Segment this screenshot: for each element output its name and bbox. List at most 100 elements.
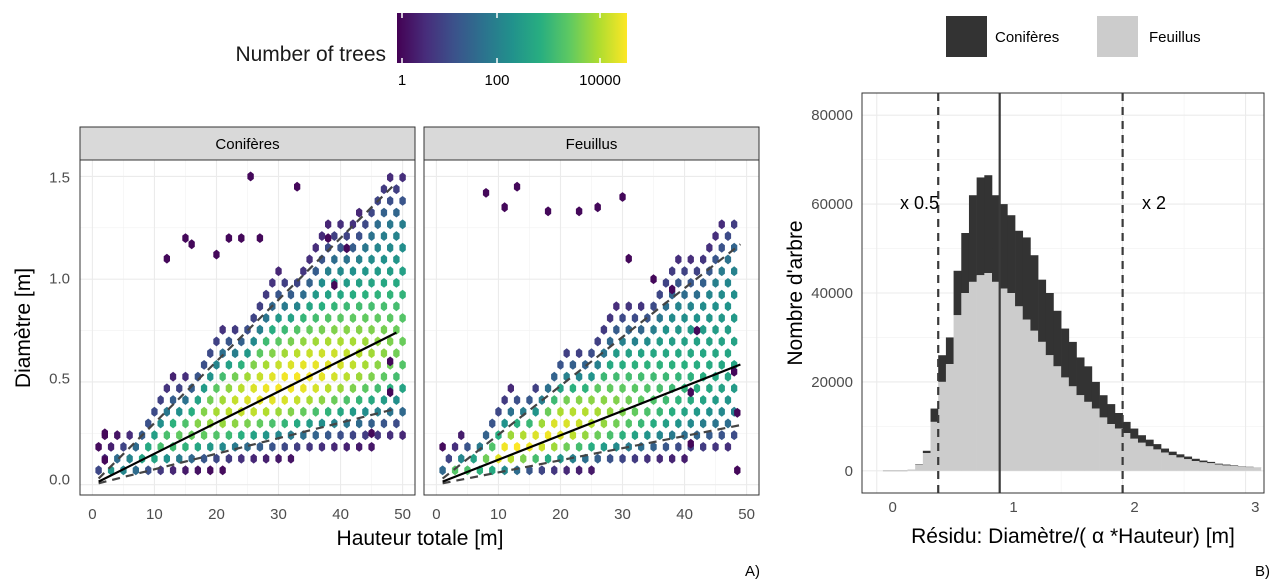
bar-feuillus [1223,465,1231,470]
y-tick-label: 0.0 [49,472,70,489]
bar-coniferes [938,355,946,382]
bar-coniferes [1161,449,1169,453]
bar-feuillus [938,382,946,471]
bar-feuillus [1192,461,1200,471]
facet-strip-label: Feuillus [566,136,618,153]
histogram-legend: Conifères Feuillus [946,16,1201,57]
panel-b-ylabel: Nombre d'arbre [784,220,807,365]
legend-key-coniferes [946,16,987,57]
bar-coniferes [946,337,954,364]
bar-feuillus [1215,465,1223,471]
x-tick-label: 20 [208,506,225,523]
bar-feuillus [1230,466,1238,471]
bar-coniferes [1023,237,1031,319]
x-tick-label: 3 [1251,499,1259,516]
colorbar-legend: Number of trees 1 100 10000 [235,13,627,89]
bar-feuillus [923,453,931,471]
colorbar-title: Number of trees [235,43,386,66]
y-tick-label: 1.5 [49,170,70,187]
bar-feuillus [1123,433,1131,471]
bar-feuillus [977,275,985,471]
bar-feuillus [1153,449,1161,470]
x-tick-label: 20 [552,506,569,523]
x-tick-label: 10 [490,506,507,523]
bar-feuillus [1100,417,1108,470]
bar-feuillus [1146,446,1154,470]
x-tick-labels: 0 10 20 30 40 50 [432,506,755,523]
bar-feuillus [969,282,977,471]
bar-coniferes [1184,457,1192,460]
y-tick-label: 40000 [811,285,853,302]
bar-coniferes [984,175,992,273]
y-tick-label: 80000 [811,107,853,124]
x-tick-label: 50 [738,506,755,523]
annotation-double: x 2 [1142,193,1166,213]
x-tick-label: 0 [889,499,897,516]
y-tick-label: 0 [845,463,853,480]
facet-feuillus: Feuillus 0 10 20 30 40 50 [424,127,759,523]
bar-feuillus [1207,463,1215,471]
bar-feuillus [1023,320,1031,471]
bar-coniferes [1207,462,1215,463]
bar-feuillus [1038,342,1046,471]
colorbar-gradient [397,13,627,63]
legend-label-coniferes: Conifères [995,29,1059,46]
bar-feuillus [915,465,923,471]
bar-feuillus [1000,289,1008,471]
bar-feuillus [954,315,962,471]
bar-coniferes [1077,357,1085,395]
bar-coniferes [1007,215,1015,293]
x-tick-label: 30 [614,506,631,523]
bar-coniferes [1061,329,1069,378]
bar-feuillus [1199,462,1207,470]
bar-feuillus [1015,306,1023,470]
x-tick-labels: 0 1 2 3 [889,499,1260,516]
facet-strip-label: Conifères [215,136,279,153]
bar-coniferes [1146,440,1154,447]
facet-coniferes: Conifères 0 10 20 30 40 50 [80,127,415,523]
x-tick-label: 2 [1130,499,1138,516]
x-tick-label: 0 [88,506,96,523]
legend-key-feuillus [1097,16,1138,57]
y-tick-labels: 0 20000 40000 60000 80000 [811,107,853,480]
bar-coniferes [1199,461,1207,463]
bar-feuillus [1176,457,1184,470]
panel-b: Conifères Feuillus Nombre d'arbre Résidu… [784,16,1270,580]
bar-coniferes [1223,465,1231,466]
bar-feuillus [1246,467,1254,471]
panel-a-ylabel: Diamètre [m] [12,268,35,388]
x-tick-label: 10 [146,506,163,523]
bar-feuillus [946,364,954,471]
bar-coniferes [1100,395,1108,417]
bar-feuillus [1238,467,1246,471]
bar-coniferes [1169,452,1177,456]
x-tick-label: 1 [1009,499,1017,516]
bar-coniferes [1000,204,1008,288]
x-tick-label: 50 [394,506,411,523]
y-tick-label: 1.0 [49,271,70,288]
bar-coniferes [1030,255,1038,331]
bar-coniferes [977,177,985,275]
bar-coniferes [1107,404,1115,424]
x-tick-label: 40 [676,506,693,523]
x-tick-labels: 0 10 20 30 40 50 [88,506,411,523]
bar-feuillus [1130,439,1138,471]
bar-coniferes [1053,311,1061,367]
y-tick-label: 20000 [811,374,853,391]
bar-feuillus [1007,293,1015,471]
bar-feuillus [907,469,915,470]
bar-feuillus [1069,386,1077,470]
bar-coniferes [1230,465,1238,466]
y-tick-label: 60000 [811,196,853,213]
bar-coniferes [1038,280,1046,342]
bar-coniferes [1130,429,1138,439]
x-tick-label: 40 [332,506,349,523]
colorbar-tick-label: 10000 [579,72,621,89]
bar-feuillus [1077,395,1085,471]
panel-b-tag: B) [1255,563,1270,580]
bar-feuillus [1084,402,1092,471]
bar-coniferes [1215,464,1223,465]
bar-feuillus [1253,468,1261,471]
